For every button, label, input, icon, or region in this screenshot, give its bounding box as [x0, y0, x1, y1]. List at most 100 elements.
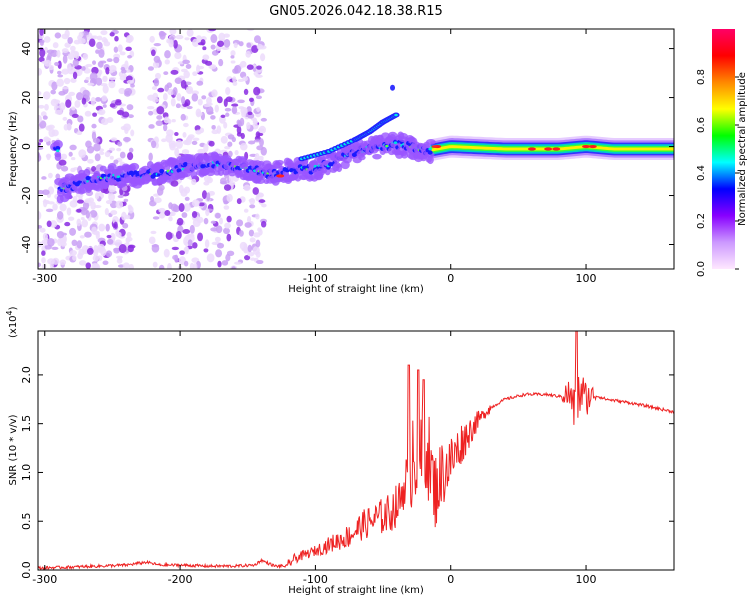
spectral-speck: [96, 35, 103, 41]
spectral-speck: [196, 64, 201, 74]
spectral-blob: [55, 146, 61, 151]
spectral-speck: [164, 59, 170, 65]
spectral-speck: [56, 211, 64, 220]
spectral-speck: [181, 212, 188, 218]
spectral-speck: [104, 151, 111, 158]
spectral-speck: [168, 140, 177, 149]
spectral-peak: [582, 144, 591, 149]
spectral-speck: [78, 123, 85, 132]
spectral-speck: [252, 119, 259, 125]
spectral-speck: [78, 260, 87, 266]
spectral-speck: [211, 129, 219, 135]
spectral-speck: [41, 257, 46, 264]
spectral-speck: [100, 30, 108, 36]
spectral-speck: [208, 29, 217, 32]
spectral-speck: [82, 53, 89, 60]
spectral-speck: [152, 216, 160, 220]
spectral-speck: [40, 111, 47, 117]
spectral-speck: [256, 43, 263, 50]
spectral-blob: [294, 173, 302, 182]
spectral-speck: [247, 29, 255, 32]
x-tick-label: 0: [447, 272, 454, 285]
spectral-speck: [128, 147, 134, 153]
spectral-speck: [253, 86, 261, 96]
spectral-speck: [127, 152, 134, 161]
spectral-speck: [66, 123, 72, 131]
spectral-speck: [117, 194, 124, 199]
spectral-speck: [105, 67, 110, 75]
spectral-speck: [146, 106, 155, 110]
spectral-speck: [108, 193, 116, 202]
spectral-blob: [427, 150, 433, 155]
spectral-speck: [247, 244, 253, 253]
spectral-blob: [336, 163, 343, 173]
spectral-speck: [246, 64, 254, 70]
spectral-peak: [552, 147, 561, 151]
spectral-speck: [91, 165, 97, 172]
spectral-speck: [92, 112, 98, 117]
spectral-speck: [101, 95, 108, 102]
spectral-speck: [219, 181, 228, 185]
colorbar-tick-label: 0.2: [696, 213, 707, 229]
spectral-speck: [110, 137, 118, 142]
spectral-speck: [182, 59, 190, 65]
spectral-speck: [246, 122, 251, 130]
spectral-peak: [431, 145, 438, 148]
spectral-speck: [222, 227, 230, 235]
spectral-blob: [255, 178, 266, 184]
colorbar-gradient: [712, 29, 735, 269]
spectral-speck: [245, 50, 252, 58]
spectral-speck: [95, 97, 102, 102]
spectral-speck: [60, 241, 67, 247]
spectral-speck: [210, 227, 218, 232]
spectral-speck: [113, 56, 120, 64]
spectral-speck: [125, 75, 133, 82]
spectrogram-x-axis-label: Height of straight line (km): [288, 284, 424, 295]
spectral-speck: [72, 255, 77, 261]
spectral-speck: [105, 199, 113, 205]
spectral-speck: [197, 232, 204, 242]
spectral-speck: [51, 246, 59, 251]
spectral-blob: [266, 172, 270, 175]
spectral-speck: [228, 174, 234, 183]
spectral-speck: [240, 132, 245, 140]
spectral-speck: [59, 259, 67, 266]
spectral-blob: [275, 159, 284, 166]
snr-scale-label: (x104): [5, 306, 19, 338]
spectral-speck: [192, 242, 198, 249]
spectral-speck: [198, 202, 205, 207]
spectral-speck: [82, 89, 90, 99]
spectral-speck: [169, 29, 177, 35]
spectral-speck: [218, 217, 223, 225]
spectral-speck: [126, 79, 135, 84]
spectral-speck: [70, 167, 76, 173]
spectral-speck: [99, 151, 105, 156]
colorbar-label: Normalized spectral amplitude: [737, 72, 748, 226]
spectral-speck: [77, 115, 84, 123]
spectral-speck: [67, 37, 73, 45]
spectral-speck: [253, 71, 259, 76]
spectral-speck: [259, 53, 266, 62]
spectral-speck: [260, 117, 267, 122]
spectral-speck: [238, 41, 244, 47]
spectral-speck: [226, 215, 232, 223]
spectral-speck: [117, 231, 122, 238]
colorbar-tick-label: 0.4: [696, 165, 707, 181]
spectral-speck: [184, 37, 190, 41]
snr-y-axis-label: SNR (10 * v/v): [8, 414, 19, 485]
spectral-speck: [163, 71, 169, 76]
spectral-speck: [38, 262, 41, 268]
spectral-speck: [203, 181, 210, 186]
spectral-speck: [66, 207, 72, 216]
spectral-speck: [108, 80, 116, 89]
spectral-speck: [130, 83, 135, 88]
spectral-speck: [196, 80, 204, 86]
spectral-speck: [118, 87, 126, 95]
spectral-speck: [44, 103, 49, 111]
spectral-blob: [54, 151, 62, 158]
spectral-speck: [41, 189, 50, 196]
spectral-speck: [180, 96, 186, 105]
spectral-speck: [109, 32, 115, 37]
spectral-speck: [92, 137, 101, 144]
